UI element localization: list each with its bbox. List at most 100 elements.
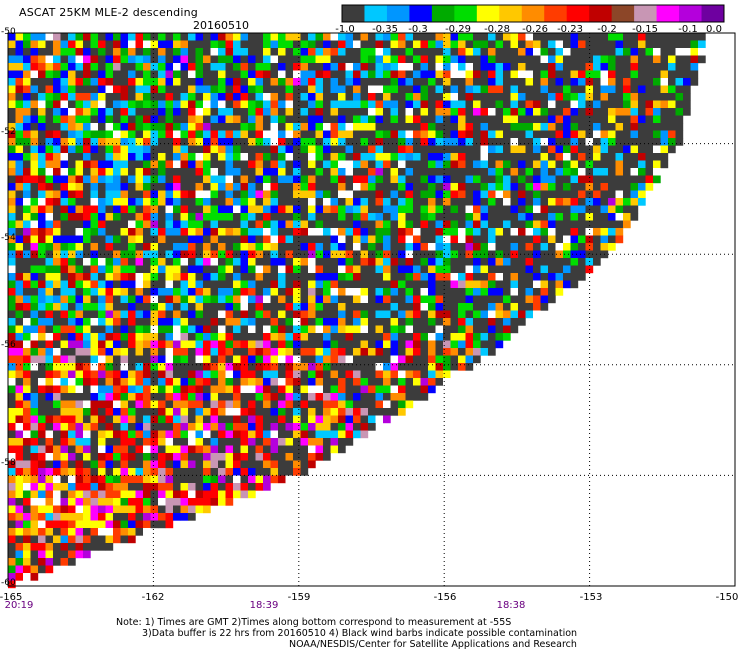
data-cell [420,303,429,311]
data-cell [165,438,174,446]
data-cell [218,85,226,94]
data-cell [458,243,466,251]
data-cell [293,340,301,349]
data-cell [285,430,294,439]
data-cell [45,130,54,139]
data-cell [30,288,39,296]
data-cell [218,205,226,214]
data-cell [353,408,361,416]
data-cell [180,288,189,296]
data-cell [60,310,69,319]
data-cell [218,430,226,439]
data-cell [510,258,519,266]
data-cell [615,175,624,184]
data-cell [285,393,294,401]
data-cell [218,288,226,296]
data-cell [188,265,196,274]
data-cell [8,355,16,364]
data-cell [315,100,324,109]
data-cell [45,303,54,311]
data-cell [608,85,616,94]
data-cell [488,273,496,281]
data-cell [128,475,136,484]
data-cell [90,93,99,101]
data-cell [165,213,174,221]
data-cell [338,280,346,289]
data-cell [165,115,174,124]
data-cell [150,520,159,529]
data-cell [278,415,286,424]
data-cell [645,85,654,94]
data-cell [23,183,31,191]
data-cell [593,93,601,101]
data-cell [165,325,174,334]
data-cell [83,280,91,289]
data-cell [165,310,174,319]
data-cell [143,438,151,446]
data-cell [158,280,166,289]
data-cell [300,295,309,304]
data-cell [495,310,504,319]
data-cell [15,363,24,371]
data-cell [383,168,391,176]
data-cell [615,93,624,101]
data-cell [83,385,91,394]
data-cell [128,468,136,476]
data-cell [165,513,174,521]
data-cell [428,40,436,49]
data-cell [173,243,181,251]
data-cell [278,33,286,41]
data-cell [308,415,316,424]
data-cell [563,175,571,184]
data-cell [210,48,219,56]
data-cell [420,168,429,176]
data-cell [375,235,384,244]
data-cell [75,513,84,521]
data-cell [653,175,661,184]
data-cell [165,505,174,514]
data-cell [660,70,669,79]
data-cell [165,355,174,364]
data-cell [263,160,271,169]
data-cell [8,123,16,131]
data-cell [60,340,69,349]
data-cell [503,303,511,311]
data-cell [300,183,309,191]
colorbar-swatch [386,5,410,22]
data-cell [353,213,361,221]
data-cell [98,138,106,146]
data-cell [113,258,121,266]
data-cell [180,85,189,94]
data-cell [300,205,309,214]
data-cell [105,340,114,349]
data-cell [630,190,639,199]
data-cell [525,40,534,49]
data-cell [135,453,144,461]
data-cell [285,175,294,184]
data-cell [8,33,16,41]
data-cell [578,153,586,161]
data-cell [68,453,76,461]
data-cell [60,475,69,484]
data-cell [570,280,579,289]
data-cell [60,498,69,506]
data-cell [120,438,129,446]
data-cell [345,220,354,229]
data-cell [285,280,294,289]
data-cell [83,543,91,551]
data-cell [315,363,324,371]
data-cell [128,310,136,319]
data-cell [330,100,339,109]
data-cell [210,138,219,146]
data-cell [390,265,399,274]
data-cell [75,40,84,49]
data-cell [623,78,631,86]
data-cell [15,303,24,311]
data-cell [495,273,504,281]
data-cell [420,265,429,274]
data-cell [368,340,376,349]
data-cell [8,55,16,64]
data-cell [428,205,436,214]
data-cell [540,213,549,221]
data-cell [225,415,234,424]
